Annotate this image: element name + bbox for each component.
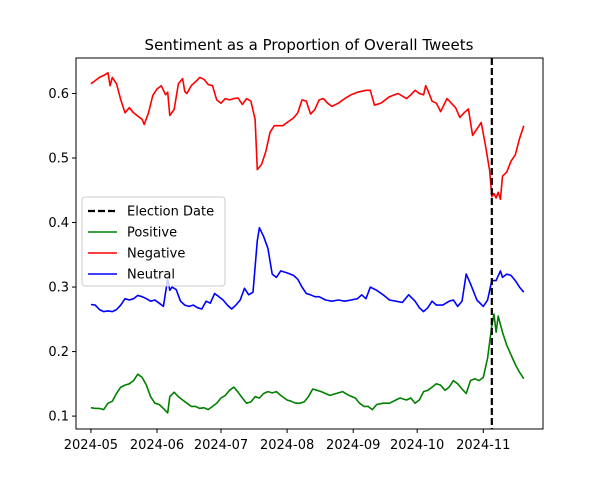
plot-frame <box>75 57 544 430</box>
x-tick-label: 2024-10 <box>390 438 444 453</box>
legend-entries: Election Date Positive Negative Neutral <box>88 205 214 283</box>
legend-label-neutral: Neutral <box>127 268 175 283</box>
series-line-negative <box>90 72 525 201</box>
y-tick-label: 0.4 <box>48 216 69 231</box>
x-axis: 2024-05 2024-06 2024-07 2024-08 2024-09 2024-… <box>64 429 510 453</box>
x-tick-label: 2024-11 <box>456 438 510 453</box>
legend-label-election-date: Election Date <box>127 205 214 220</box>
legend-box <box>81 196 226 287</box>
series-line-positive <box>90 313 525 414</box>
y-tick-label: 0.6 <box>48 87 69 102</box>
x-tick-label: 2024-09 <box>326 438 380 453</box>
x-tick-label: 2024-08 <box>260 438 314 453</box>
legend: Election Date Positive Negative Neutral <box>81 196 226 287</box>
series-line-neutral <box>90 226 525 313</box>
y-tick-label: 0.5 <box>48 152 69 167</box>
y-tick-label: 0.1 <box>48 410 69 425</box>
chart-title: Sentiment as a Proportion of Overall Twe… <box>145 36 474 54</box>
legend-label-positive: Positive <box>127 226 177 241</box>
y-axis: 0.1 0.2 0.3 0.4 0.5 0.6 <box>48 87 76 425</box>
series-layer <box>90 72 525 414</box>
x-tick-label: 2024-07 <box>194 438 248 453</box>
legend-label-negative: Negative <box>127 247 185 262</box>
x-tick-label: 2024-05 <box>64 438 118 453</box>
y-tick-label: 0.3 <box>48 281 69 296</box>
x-tick-label: 2024-06 <box>130 438 184 453</box>
y-tick-label: 0.2 <box>48 345 69 360</box>
